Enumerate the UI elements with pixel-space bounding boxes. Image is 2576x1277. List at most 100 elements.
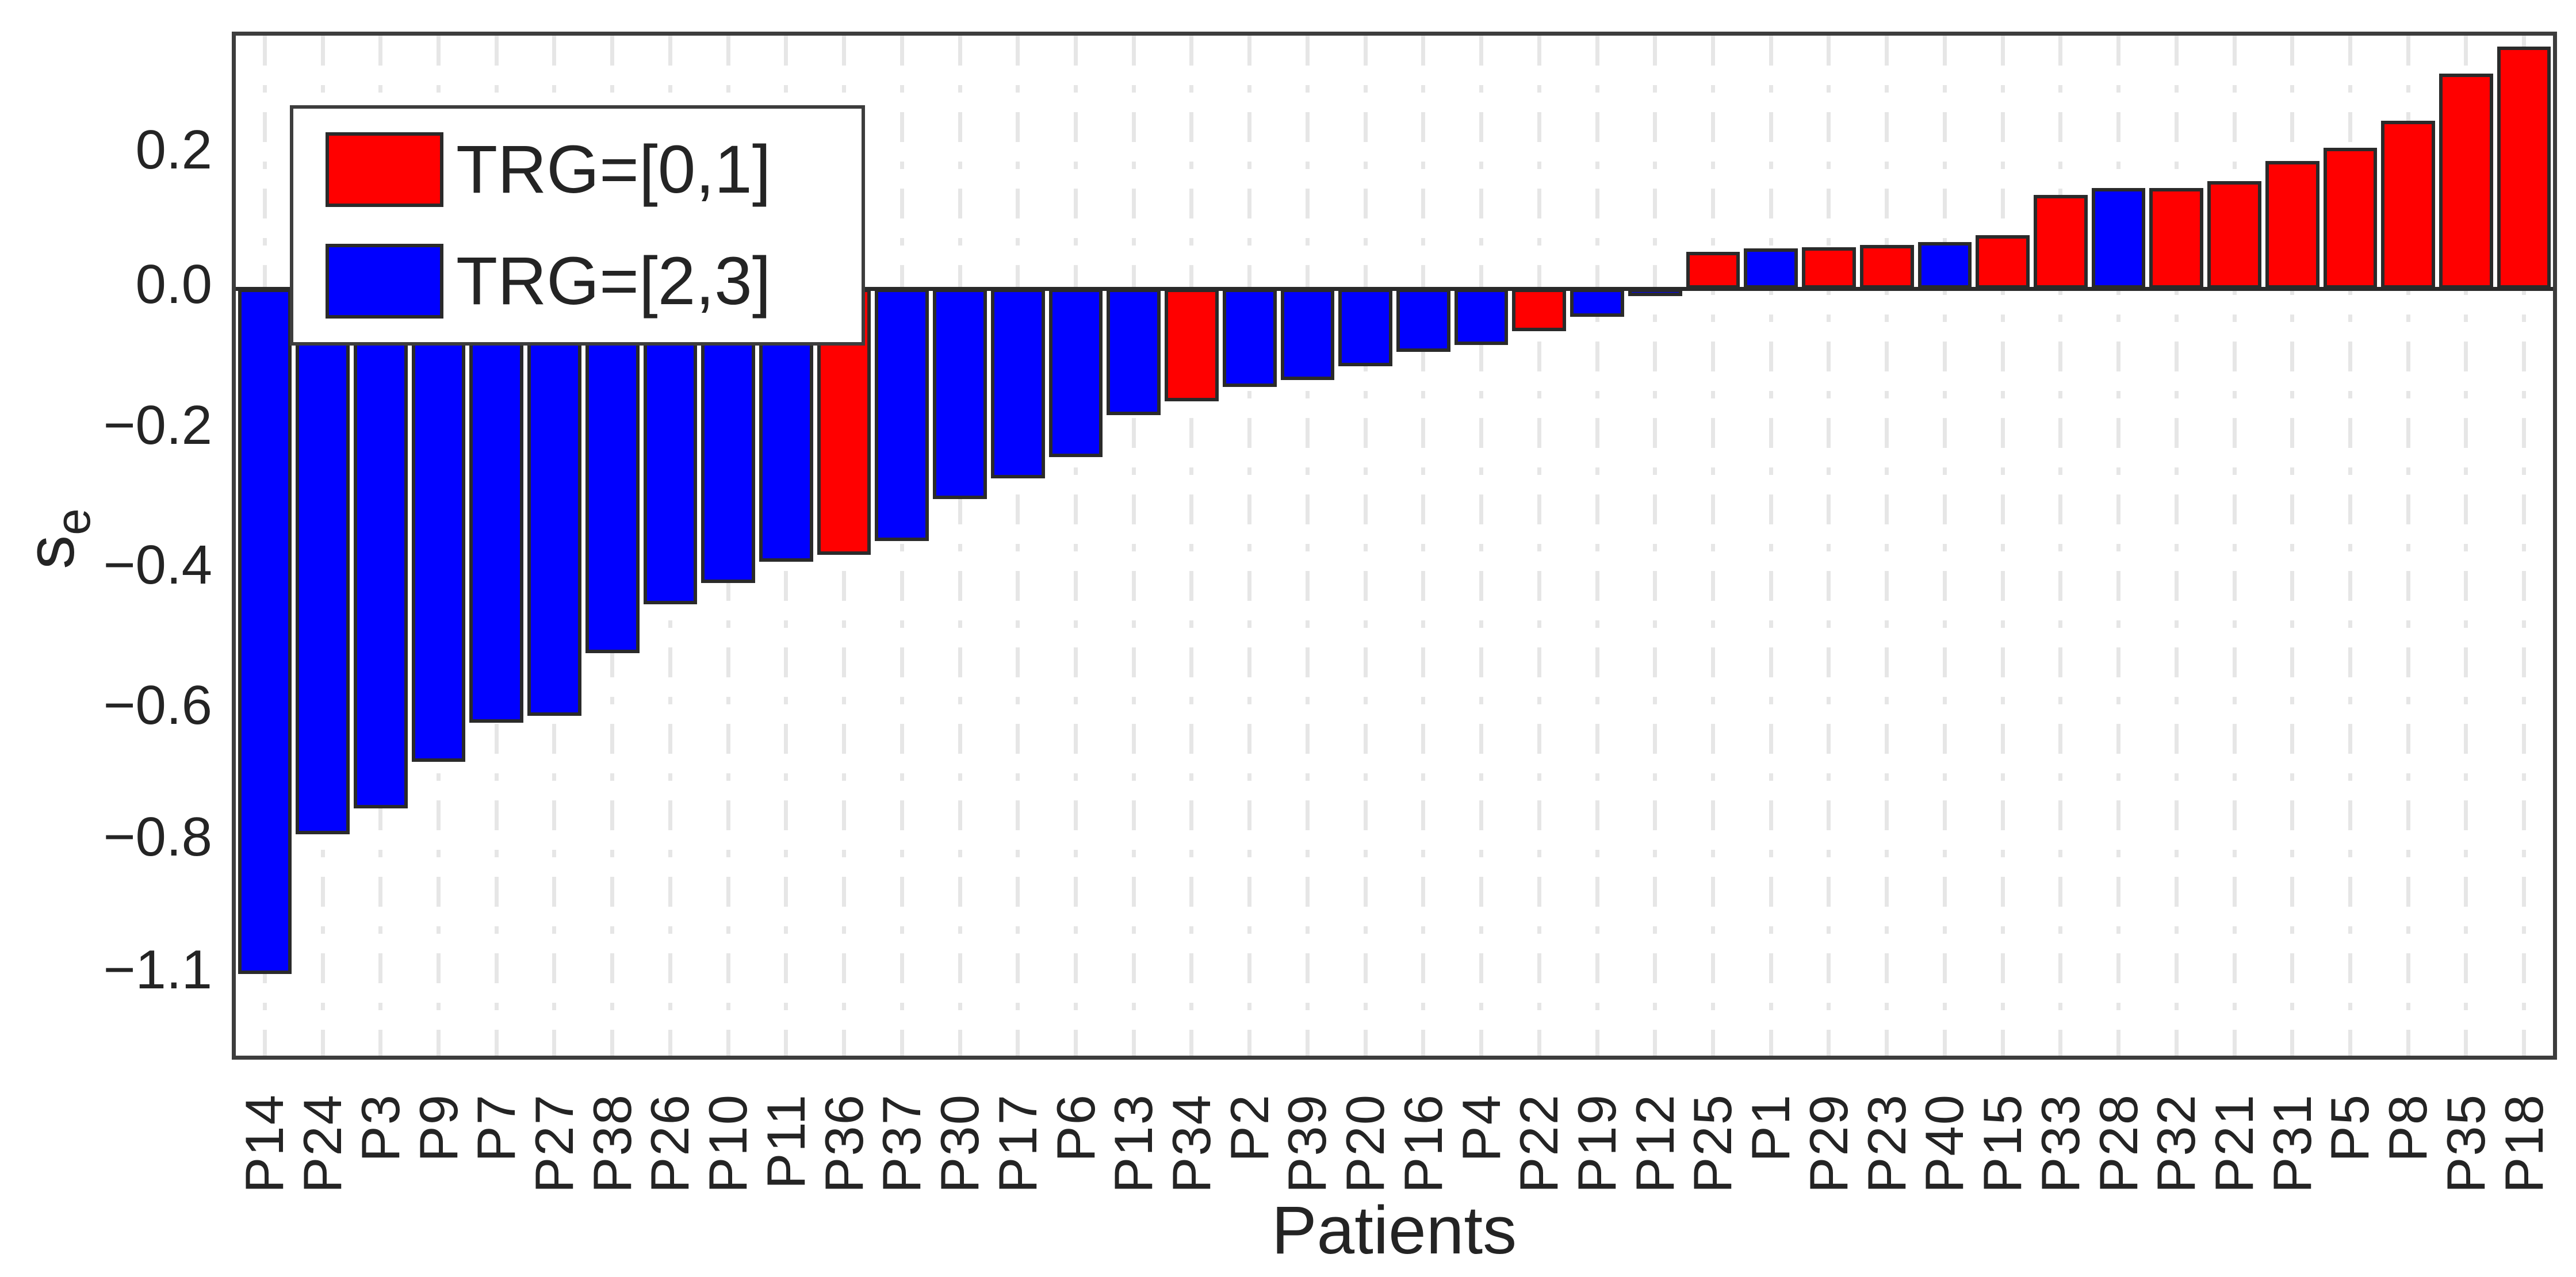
x-tick-label-P18: P18 (2493, 1094, 2554, 1194)
bar-P13 (1107, 289, 1161, 416)
bar-P33 (2033, 194, 2088, 289)
x-tick-label-P2: P2 (1219, 1094, 1280, 1162)
y-tick-label--0.2: −0.2 (103, 394, 212, 456)
bar-P17 (990, 289, 1045, 478)
y-tick-label--0.6: −0.6 (103, 674, 212, 736)
legend-swatch-blue (326, 244, 443, 319)
gridline (2116, 36, 2121, 1056)
bar-P38 (585, 289, 640, 654)
y-tick-label--0.8: −0.8 (103, 806, 212, 868)
x-tick-label-P27: P27 (523, 1094, 584, 1194)
legend-entry-0: TRG=[0,1] (326, 131, 862, 209)
x-tick-label-P31: P31 (2261, 1094, 2322, 1194)
gridline (1189, 36, 1194, 1056)
bar-P24 (296, 289, 350, 835)
x-tick-label-P5: P5 (2319, 1094, 2380, 1162)
y-tick-label-0: 0.0 (135, 254, 212, 316)
y-tick-label--1.1: −1.1 (103, 939, 212, 1001)
x-tick-label-P4: P4 (1450, 1094, 1511, 1162)
x-tick-label-P37: P37 (871, 1094, 932, 1194)
bar-P7 (469, 289, 524, 723)
zero-line (236, 286, 2553, 291)
x-tick-label-P30: P30 (929, 1094, 990, 1194)
x-tick-label-P23: P23 (1856, 1094, 1917, 1194)
gridline (1885, 36, 1889, 1056)
x-tick-label-P28: P28 (2088, 1094, 2149, 1194)
x-tick-label-P14: P14 (234, 1094, 295, 1194)
gridline (1305, 36, 1310, 1056)
bar-P8 (2381, 120, 2436, 289)
x-tick-label-P20: P20 (1335, 1094, 1396, 1194)
gridline (2406, 36, 2410, 1056)
gridline (1016, 36, 1020, 1056)
legend-label: TRG=[2,3] (456, 243, 771, 319)
bar-P25 (1686, 252, 1740, 289)
bar-P18 (2497, 46, 2551, 289)
gridline (1363, 36, 1368, 1056)
x-tick-label-P26: P26 (640, 1094, 701, 1194)
gridline (1479, 36, 1484, 1056)
bar-P29 (1802, 247, 1856, 289)
bar-P37 (875, 289, 929, 541)
bar-P2 (1222, 289, 1277, 388)
bar-P28 (2091, 187, 2146, 289)
gridline (1421, 36, 1426, 1056)
x-tick-label-P17: P17 (987, 1094, 1048, 1194)
gridline (1131, 36, 1136, 1056)
bar-P21 (2207, 181, 2261, 289)
x-tick-label-P3: P3 (350, 1094, 411, 1162)
x-tick-label-P32: P32 (2146, 1094, 2207, 1194)
legend-entry-1: TRG=[2,3] (326, 242, 862, 320)
gridline (2348, 36, 2352, 1056)
bar-P39 (1280, 289, 1335, 381)
bar-P5 (2323, 147, 2378, 289)
y-tick-label--0.4: −0.4 (103, 534, 212, 596)
bar-P19 (1570, 289, 1624, 317)
x-tick-label-P29: P29 (1798, 1094, 1859, 1194)
gridline (1769, 36, 1773, 1056)
bar-P32 (2149, 187, 2204, 289)
bar-P35 (2439, 73, 2493, 289)
gridline (2058, 36, 2063, 1056)
gridline (1595, 36, 1599, 1056)
gridline (1247, 36, 1252, 1056)
bar-P15 (1976, 235, 2030, 289)
gridline (2464, 36, 2468, 1056)
bar-P27 (527, 289, 581, 716)
gridline (1537, 36, 1541, 1056)
bar-P31 (2265, 161, 2319, 289)
plot-area: TRG=[0,1] TRG=[2,3] (232, 32, 2557, 1060)
bar-P14 (238, 289, 292, 975)
x-tick-label-P16: P16 (1392, 1094, 1453, 1194)
bar-P9 (411, 289, 466, 762)
bar-P20 (1338, 289, 1392, 366)
gridline (1827, 36, 1831, 1056)
x-tick-label-P12: P12 (1624, 1094, 1685, 1194)
x-tick-label-P38: P38 (581, 1094, 642, 1194)
x-tick-label-P22: P22 (1509, 1094, 1570, 1194)
x-tick-label-P39: P39 (1277, 1094, 1338, 1194)
gridline (1074, 36, 1078, 1056)
gridline (2000, 36, 2005, 1056)
x-tick-label-P24: P24 (292, 1094, 353, 1194)
bar-P23 (1859, 245, 1914, 289)
bar-P4 (1454, 289, 1509, 346)
bar-P6 (1048, 289, 1103, 458)
x-tick-label-P9: P9 (408, 1094, 469, 1162)
gridline (1710, 36, 1715, 1056)
x-axis-label: Patients (1271, 1192, 1517, 1268)
bar-P22 (1512, 289, 1567, 331)
x-tick-label-P7: P7 (466, 1094, 527, 1162)
x-tick-label-P1: P1 (1740, 1094, 1801, 1162)
bar-P34 (1165, 289, 1219, 401)
x-tick-label-P25: P25 (1682, 1094, 1743, 1194)
x-tick-label-P6: P6 (1045, 1094, 1106, 1162)
legend-label: TRG=[0,1] (456, 132, 771, 208)
x-tick-label-P35: P35 (2435, 1094, 2496, 1194)
y-tick-label-0.2: 0.2 (135, 119, 212, 181)
gridline (1653, 36, 1658, 1056)
x-tick-label-P21: P21 (2204, 1094, 2264, 1194)
x-tick-label-P19: P19 (1567, 1094, 1628, 1194)
gridline (2232, 36, 2237, 1056)
